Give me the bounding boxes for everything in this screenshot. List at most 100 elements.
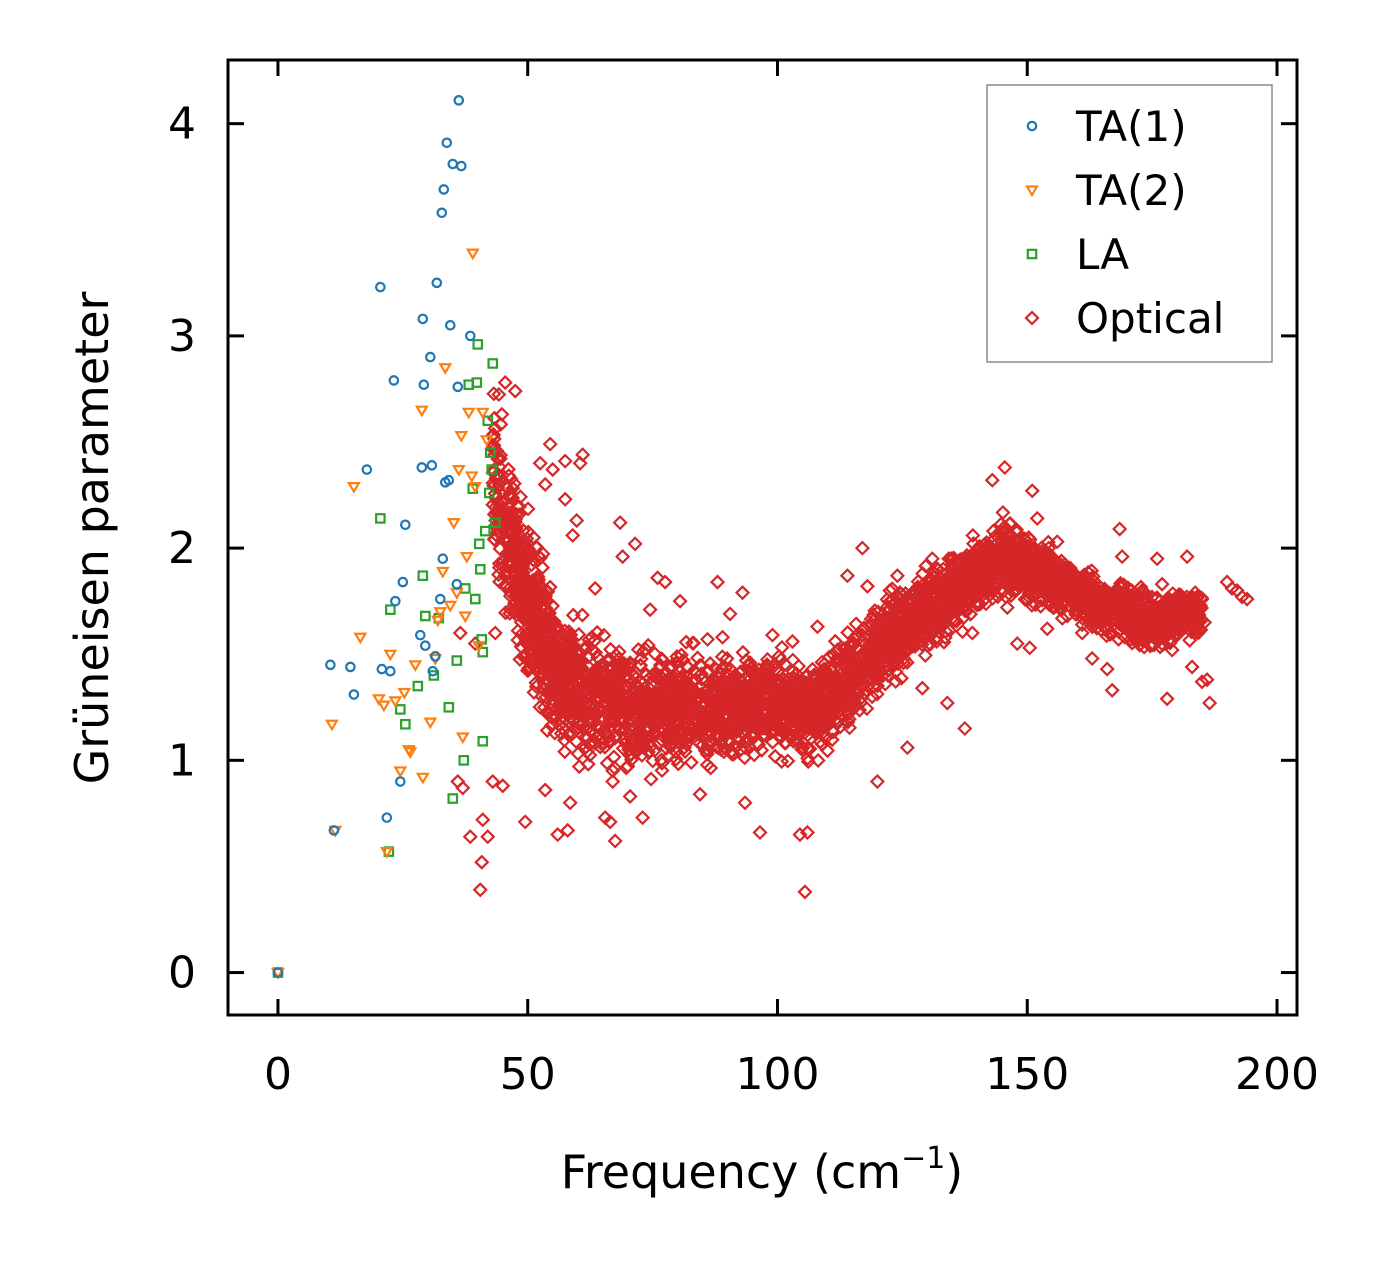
data-point	[471, 641, 486, 653]
optical-point	[565, 725, 581, 742]
data-point	[443, 600, 458, 613]
optical-point	[809, 619, 826, 635]
optical-point	[896, 650, 912, 667]
optical-point	[486, 386, 502, 402]
optical-point	[506, 476, 522, 492]
optical-point	[539, 722, 555, 738]
optical-point	[802, 741, 818, 757]
optical-point	[534, 560, 551, 576]
optical-point	[606, 699, 622, 715]
x-tick-label: 50	[500, 1049, 556, 1100]
data-point	[426, 460, 438, 471]
optical-point	[1022, 640, 1038, 656]
optical-point	[876, 650, 892, 666]
optical-point	[572, 455, 588, 471]
optical-point	[908, 619, 924, 635]
optical-point	[582, 698, 598, 714]
optical-point	[800, 754, 816, 770]
optical-point	[550, 827, 566, 843]
optical-point	[493, 502, 509, 518]
optical-point	[824, 732, 840, 748]
data-point	[328, 825, 340, 836]
optical-point	[455, 780, 471, 796]
optical-point	[509, 498, 525, 514]
optical-point	[733, 664, 749, 680]
legend-label-ta2: TA(2)	[1075, 166, 1187, 215]
optical-point	[635, 810, 651, 826]
optical-point	[647, 720, 663, 736]
optical-point	[535, 588, 551, 604]
optical-point	[677, 743, 693, 760]
optical-point	[630, 642, 646, 658]
optical-point	[861, 657, 877, 673]
optical-point	[732, 700, 748, 716]
optical-point	[825, 698, 841, 714]
optical-point	[1009, 522, 1025, 538]
optical-point	[652, 691, 668, 707]
optical-point	[709, 574, 726, 590]
data-point	[482, 415, 494, 427]
optical-point	[829, 642, 845, 658]
optical-point	[643, 771, 659, 787]
optical-point	[474, 854, 490, 870]
optical-point	[485, 427, 501, 444]
optical-point	[995, 504, 1011, 521]
data-point	[361, 464, 373, 475]
optical-point	[571, 759, 587, 775]
optical-point	[1094, 593, 1110, 609]
x-axis-label-superscript: −1	[901, 1141, 945, 1176]
optical-point	[495, 778, 511, 794]
data-point	[348, 689, 360, 700]
optical-point	[462, 829, 478, 845]
data-point	[393, 766, 408, 779]
optical-point	[1190, 588, 1206, 604]
optical-point	[833, 694, 849, 710]
series-optical	[450, 375, 1255, 900]
optical-point	[730, 690, 746, 706]
optical-point	[807, 724, 823, 741]
optical-point	[780, 671, 796, 687]
optical-point	[970, 588, 986, 604]
data-point	[400, 519, 411, 531]
data-point	[487, 358, 499, 369]
optical-point	[595, 734, 611, 750]
optical-point	[892, 586, 909, 602]
optical-point	[1052, 568, 1068, 584]
data-point	[479, 435, 494, 448]
optical-point	[930, 562, 946, 578]
optical-point	[652, 668, 669, 684]
data-point	[385, 665, 396, 677]
optical-point	[955, 610, 971, 626]
optical-point	[1022, 582, 1038, 598]
optical-point	[1159, 619, 1175, 635]
optical-point	[804, 694, 820, 710]
optical-point	[1119, 610, 1135, 626]
optical-point	[779, 724, 795, 740]
optical-point	[475, 812, 491, 828]
optical-point	[631, 714, 647, 730]
optical-point	[1154, 576, 1170, 592]
optical-point	[633, 697, 649, 713]
optical-point	[512, 569, 528, 585]
optical-point	[700, 663, 716, 679]
data-point	[452, 381, 464, 393]
optical-point	[1063, 562, 1079, 578]
optical-point	[491, 555, 507, 572]
data-point	[435, 566, 450, 579]
data-point	[415, 772, 430, 785]
optical-point	[900, 639, 917, 655]
y-tick-label: 0	[168, 948, 196, 999]
optical-point	[903, 610, 919, 626]
optical-point	[727, 676, 743, 692]
ticks-layer: 0 50 100 150 200 0 1 2 3 4	[168, 60, 1319, 1100]
optical-point	[1179, 549, 1195, 565]
optical-point	[510, 632, 526, 648]
series-ta1	[272, 95, 476, 978]
optical-point	[1008, 581, 1024, 597]
optical-point	[585, 702, 601, 718]
data-point	[453, 95, 465, 106]
optical-point	[882, 582, 898, 599]
optical-point	[950, 577, 966, 593]
optical-point	[772, 674, 788, 690]
optical-point	[882, 635, 898, 651]
